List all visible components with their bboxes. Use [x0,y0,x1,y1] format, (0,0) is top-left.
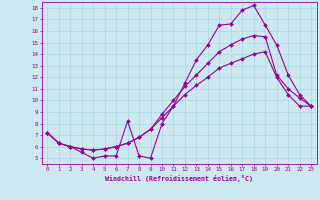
X-axis label: Windchill (Refroidissement éolien,°C): Windchill (Refroidissement éolien,°C) [105,175,253,182]
